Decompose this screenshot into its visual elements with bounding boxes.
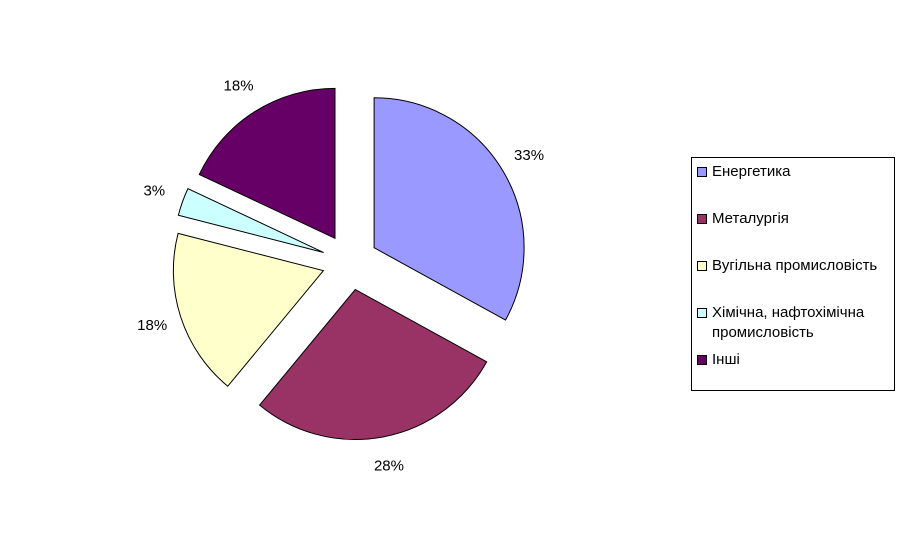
legend-swatch bbox=[697, 214, 707, 224]
legend-label: Енергетика bbox=[712, 163, 791, 180]
legend-label: Металургія bbox=[712, 210, 789, 227]
legend-swatch bbox=[697, 261, 707, 271]
legend-label: Хімічна, нафтохімічна промисловість bbox=[712, 304, 865, 341]
legend-label: Вугільна промисловість bbox=[712, 257, 878, 274]
legend-swatch bbox=[697, 167, 707, 177]
pie-slice bbox=[373, 97, 525, 321]
pie-slice bbox=[258, 288, 488, 440]
legend-swatch bbox=[697, 308, 707, 318]
pie-value-label: 3% bbox=[143, 183, 165, 200]
legend-item: Енергетика bbox=[697, 162, 893, 182]
pie-slice bbox=[172, 232, 325, 387]
pie-value-labels: 33% 28% 18% 3% 18% bbox=[137, 77, 544, 474]
pie-slice bbox=[177, 187, 324, 253]
legend-label: Інші bbox=[712, 351, 740, 368]
legend-item: Хімічна, нафтохімічна промисловість bbox=[697, 303, 893, 343]
legend-swatch bbox=[697, 355, 707, 365]
legend-item: Інші bbox=[697, 350, 893, 370]
pie-value-label: 33% bbox=[514, 147, 544, 164]
pie-slices bbox=[172, 87, 525, 440]
pie-value-label: 18% bbox=[224, 77, 254, 94]
pie-slice bbox=[198, 87, 336, 240]
legend-item: Вугільна промисловість bbox=[697, 256, 893, 276]
legend-item: Металургія bbox=[697, 209, 893, 229]
chart-legend: Енергетика Металургія Вугільна промислов… bbox=[691, 157, 895, 391]
pie-value-label: 28% bbox=[374, 457, 404, 474]
pie-value-label: 18% bbox=[137, 317, 167, 334]
